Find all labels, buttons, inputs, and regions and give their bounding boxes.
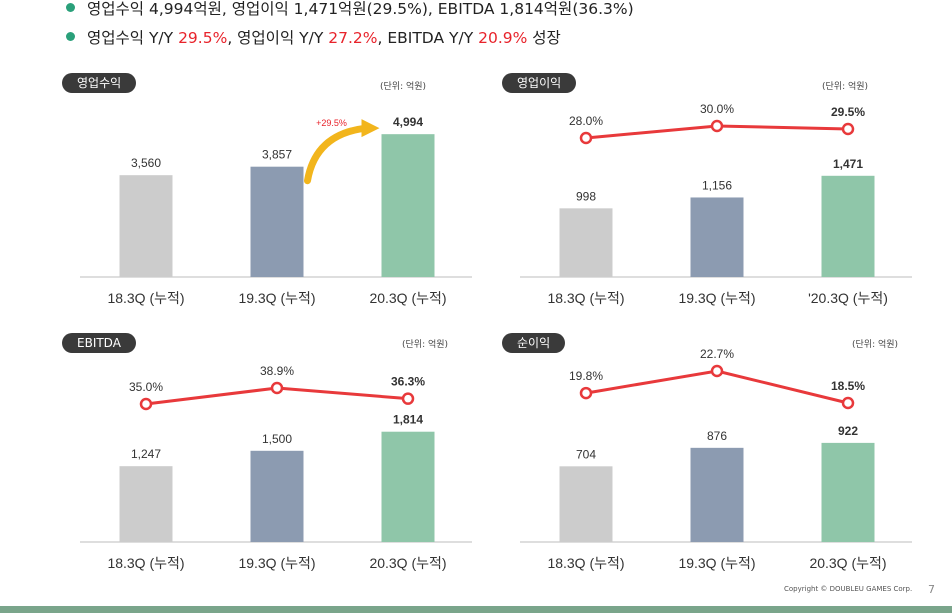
bar-1 — [559, 466, 613, 542]
bar-value-label: 3,560 — [131, 156, 161, 170]
bar-value-label: 1,156 — [702, 178, 732, 192]
bar-2 — [690, 197, 744, 277]
operating-profit-chart-panel: 영업이익 (단위: 억원) 998 18.3Q (누적) 1,156 19.3Q (누… — [502, 73, 922, 323]
bar-value-label: 922 — [838, 424, 858, 438]
bar-1 — [559, 208, 613, 277]
bar-1 — [119, 175, 173, 277]
category-label: 19.3Q (누적) — [238, 555, 315, 571]
summary-bullet-2: 영업수익 Y/Y 29.5%, 영업이익 Y/Y 27.2%, EBITDA Y… — [66, 26, 561, 48]
chart-title-badge: 영업이익 — [502, 73, 577, 93]
bar-3 — [821, 175, 875, 277]
bar-3 — [381, 431, 435, 542]
bar-1 — [119, 466, 173, 542]
growth-arrowhead-icon — [361, 119, 380, 138]
margin-point-1 — [139, 397, 153, 411]
category-label: 20.3Q (누적) — [369, 290, 446, 306]
unit-label: (단위: 억원) — [402, 340, 449, 350]
bar-2 — [690, 447, 744, 542]
bar-value-label: 1,247 — [131, 447, 161, 461]
net-income-chart-panel: 순이익 (단위: 억원) 704 18.3Q (누적) 876 19.3Q (누적) 9… — [502, 333, 922, 583]
category-label: 18.3Q (누적) — [547, 555, 624, 571]
margin-point-2 — [710, 364, 724, 378]
bar-value-label: 1,471 — [833, 157, 863, 171]
margin-label: 19.8% — [569, 369, 603, 383]
operating-profit-chart: 998 18.3Q (누적) 1,156 19.3Q (누적) 1,471 '20.3Q … — [520, 102, 912, 306]
bar-value-label: 876 — [707, 429, 727, 443]
margin-point-2 — [710, 119, 724, 133]
bar-value-label: 1,500 — [262, 432, 292, 446]
category-label: 19.3Q (누적) — [678, 290, 755, 306]
margin-label: 22.7% — [700, 347, 734, 361]
bar-value-label: 3,857 — [262, 148, 292, 162]
growth-arrow-icon — [304, 124, 369, 185]
margin-point-2 — [270, 381, 284, 395]
growth-rate: 20.9% — [478, 29, 528, 47]
revenue-chart: 3,560 18.3Q (누적) 3,857 19.3Q (누적) 4,994 20.3Q… — [80, 115, 472, 306]
category-label: '20.3Q (누적) — [808, 290, 888, 306]
category-label: 18.3Q (누적) — [547, 290, 624, 306]
category-label: 19.3Q (누적) — [678, 555, 755, 571]
footer-bar — [0, 606, 952, 613]
bar-value-label: 4,994 — [393, 115, 423, 129]
margin-label: 38.9% — [260, 364, 294, 378]
bar-2 — [250, 450, 304, 542]
margin-label: 36.3% — [391, 375, 425, 389]
revenue-chart-panel: 영업수익 (단위: 억원) 3,560 18.3Q (누적) 3,857 19.3Q … — [62, 73, 482, 323]
category-label: 18.3Q (누적) — [107, 290, 184, 306]
bar-value-label: 998 — [576, 189, 596, 203]
ebitda-chart: 1,247 18.3Q (누적) 1,500 19.3Q (누적) 1,814 20.3Q… — [80, 364, 472, 571]
category-label: 20.3Q (누적) — [369, 555, 446, 571]
margin-point-1 — [579, 131, 593, 145]
growth-rate: 29.5% — [178, 29, 228, 47]
category-label: 18.3Q (누적) — [107, 555, 184, 571]
summary-segment: , 영업이익 Y/Y — [227, 29, 329, 47]
margin-point-3 — [401, 392, 415, 405]
bar-value-label: 1,814 — [393, 413, 423, 427]
margin-label: 35.0% — [129, 380, 163, 394]
bar-3 — [381, 134, 435, 277]
margin-label: 30.0% — [700, 102, 734, 116]
copyright-text: Copyright © DOUBLEU GAMES Corp. — [784, 585, 913, 593]
bar-3 — [821, 442, 875, 542]
margin-label: 29.5% — [831, 105, 865, 119]
unit-label: (단위: 억원) — [852, 340, 899, 350]
unit-label: (단위: 억원) — [380, 82, 427, 92]
bar-value-label: 704 — [576, 447, 596, 461]
margin-point-1 — [579, 386, 593, 400]
page-number: 7 — [928, 583, 935, 596]
summary-bullet-1: 영업수익 4,994억원, 영업이익 1,471억원(29.5%), EBITD… — [66, 0, 634, 19]
bullet-dot-icon — [66, 32, 75, 41]
category-label: 20.3Q (누적) — [809, 555, 886, 571]
summary-segment: 영업수익 Y/Y — [87, 29, 179, 47]
ebitda-chart-panel: EBITDA (단위: 억원) 1,247 18.3Q (누적) 1,500 19.3… — [62, 333, 482, 583]
unit-label: (단위: 억원) — [822, 82, 869, 92]
category-label: 19.3Q (누적) — [238, 290, 315, 306]
summary-segment: 성장 — [527, 29, 561, 47]
chart-title-badge: EBITDA — [62, 333, 136, 353]
bar-2 — [250, 166, 304, 277]
margin-point-3 — [841, 396, 855, 410]
margin-label: 28.0% — [569, 114, 603, 128]
summary-text-2: 영업수익 Y/Y 29.5%, 영업이익 Y/Y 27.2%, EBITDA Y… — [87, 29, 561, 47]
summary-text-1: 영업수익 4,994억원, 영업이익 1,471억원(29.5%), EBITD… — [87, 0, 634, 18]
growth-annotation: +29.5% — [316, 118, 347, 128]
growth-rate: 27.2% — [328, 29, 378, 47]
bullet-dot-icon — [66, 3, 75, 12]
chart-title-badge: 영업수익 — [62, 73, 137, 93]
margin-point-3 — [841, 122, 855, 136]
summary-segment: , EBITDA Y/Y — [377, 29, 479, 47]
chart-title-badge: 순이익 — [502, 333, 566, 353]
net-income-chart: 704 18.3Q (누적) 876 19.3Q (누적) 922 20.3Q (누적) 1… — [520, 347, 912, 571]
margin-label: 18.5% — [831, 379, 865, 393]
